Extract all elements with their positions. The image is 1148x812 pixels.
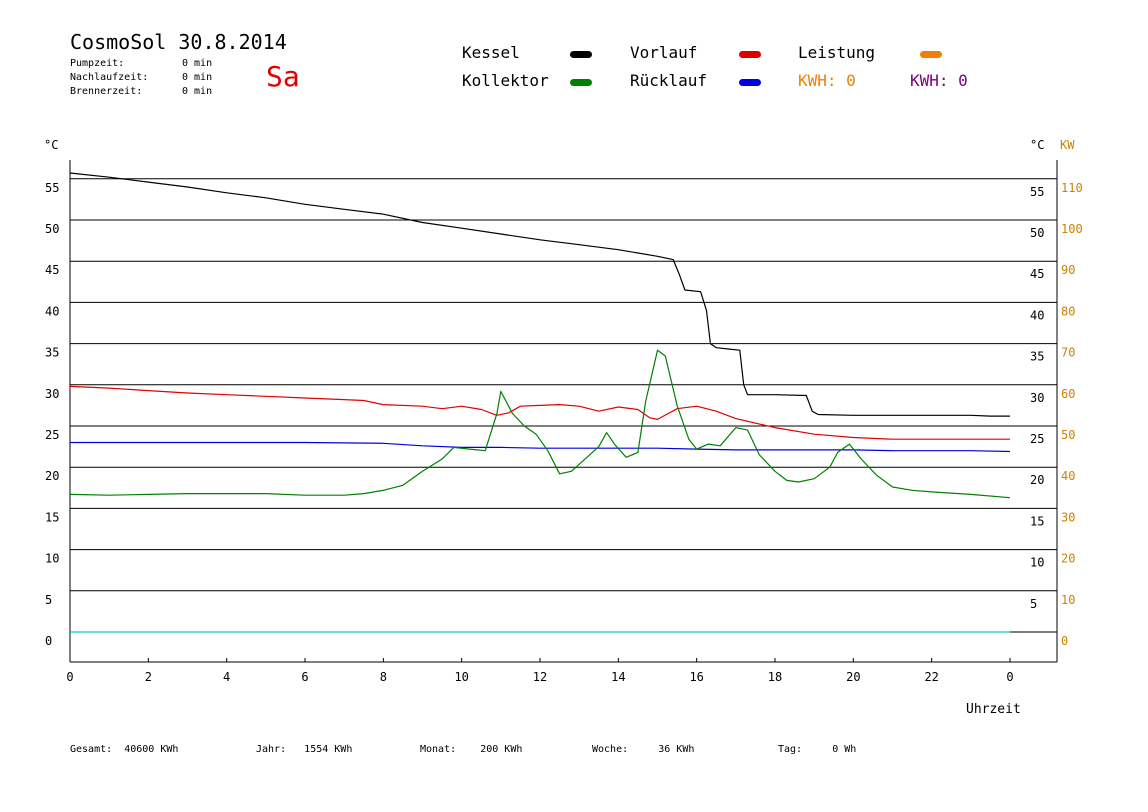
info-pumpzeit: Pumpzeit: 0 min — [70, 58, 220, 69]
kw-tick-label: 20 — [1061, 552, 1075, 566]
footer-value: 200 KWh — [480, 744, 523, 755]
y-tick-label-right: 35 — [1030, 350, 1044, 364]
kw-tick-label: 100 — [1061, 222, 1083, 236]
series-line-kessel — [69, 172, 1010, 417]
x-tick-label: 2 — [145, 670, 152, 684]
y-tick-label-right: 55 — [1030, 185, 1044, 199]
y-tick-label-left: 45 — [45, 263, 59, 277]
weekday-label: Sa — [266, 60, 300, 93]
y-tick-label-right: 50 — [1030, 226, 1044, 240]
y-tick-label-right: 5 — [1030, 597, 1037, 611]
x-axis-label: Uhrzeit — [966, 702, 1021, 717]
kw-tick-label: 70 — [1061, 346, 1075, 360]
kw-tick-label: 40 — [1061, 469, 1075, 483]
legend-kollektor-swatch — [570, 79, 592, 86]
legend-vorlauf-swatch — [739, 51, 761, 58]
x-tick-label: 8 — [380, 670, 387, 684]
footer-value: 0 Wh — [832, 744, 857, 755]
y-tick-label-left: 20 — [45, 469, 59, 483]
info-value: 0 min — [182, 58, 213, 69]
kw-tick-label: 50 — [1061, 428, 1075, 442]
info-label: Nachlaufzeit: — [70, 72, 149, 83]
info-brennerzeit: Brennerzeit: 0 min — [70, 86, 220, 97]
x-tick-label: 22 — [924, 670, 938, 684]
y-axis-left-unit: °C — [44, 138, 59, 152]
kw-tick-label: 10 — [1061, 593, 1075, 607]
kw-tick-label: 110 — [1061, 181, 1083, 195]
legend-kessel-label: Kessel — [462, 43, 520, 62]
legend-leistung-swatch — [920, 51, 942, 58]
footer-label: Monat: — [420, 744, 457, 755]
x-tick-label: 14 — [611, 670, 625, 684]
footer-value: 40600 KWh — [124, 744, 179, 755]
legend-kollektor-label: Kollektor — [462, 71, 549, 90]
y-tick-label-left: 55 — [45, 181, 59, 195]
footer-label: Gesamt: — [70, 744, 113, 755]
series-line-kollektor — [69, 349, 1011, 499]
y-tick-label-right: 10 — [1030, 556, 1044, 570]
legend-vorlauf-label: Vorlauf — [630, 43, 698, 62]
footer-value: 36 KWh — [658, 744, 695, 755]
y-tick-label-right: 25 — [1030, 432, 1044, 446]
info-value: 0 min — [182, 86, 213, 97]
series-line-rcklauf — [70, 441, 1011, 453]
x-tick-label: 16 — [689, 670, 703, 684]
y-tick-label-left: 15 — [45, 510, 59, 524]
footer-value: 1554 KWh — [304, 744, 353, 755]
y-tick-label-left: 50 — [45, 222, 59, 236]
footer-gesamt: Gesamt: 40600 KWh — [70, 744, 178, 755]
legend-kwh-purple: KWH: 0 — [910, 71, 968, 90]
footer-tag: Tag: 0 Wh — [778, 744, 856, 755]
y-tick-label-right: 15 — [1030, 514, 1044, 528]
info-label: Brennerzeit: — [70, 86, 143, 97]
y-axis-right-unit: °C — [1030, 138, 1045, 152]
footer-label: Woche: — [592, 744, 629, 755]
footer-jahr: Jahr: 1554 KWh — [256, 744, 352, 755]
x-tick-label: 0 — [1006, 670, 1013, 684]
series-line-vorlauf — [69, 385, 1010, 440]
x-tick-label: 10 — [454, 670, 468, 684]
x-tick-label: 6 — [301, 670, 308, 684]
legend-kwh-orange: KWH: 0 — [798, 71, 856, 90]
chart-title: CosmoSol 30.8.2014 — [70, 30, 287, 54]
info-label: Pumpzeit: — [70, 58, 125, 69]
legend-ruecklauf-label: Rücklauf — [630, 71, 708, 90]
kw-tick-label: 30 — [1061, 510, 1075, 524]
x-tick-label: 0 — [66, 670, 73, 684]
info-value: 0 min — [182, 72, 213, 83]
info-nachlaufzeit: Nachlaufzeit: 0 min — [70, 72, 220, 83]
footer-label: Tag: — [778, 744, 803, 755]
x-tick-label: 12 — [533, 670, 547, 684]
y-axis-kw-unit: KW — [1060, 138, 1075, 152]
x-tick-label: 18 — [768, 670, 782, 684]
y-tick-label-left: 35 — [45, 346, 59, 360]
kw-tick-label: 80 — [1061, 304, 1075, 318]
y-tick-label-right: 45 — [1030, 267, 1044, 281]
y-tick-label-right: 30 — [1030, 391, 1044, 405]
kw-tick-label: 90 — [1061, 263, 1075, 277]
footer-label: Jahr: — [256, 744, 287, 755]
x-tick-label: 20 — [846, 670, 860, 684]
legend-kessel-swatch — [570, 51, 592, 58]
y-tick-label-left: 40 — [45, 304, 59, 318]
x-tick-label: 4 — [223, 670, 230, 684]
kw-tick-label: 0 — [1061, 634, 1068, 648]
y-tick-label-left: 30 — [45, 387, 59, 401]
y-tick-label-left: 5 — [45, 593, 52, 607]
y-tick-label-left: 10 — [45, 552, 59, 566]
footer-monat: Monat: 200 KWh — [420, 744, 522, 755]
y-tick-label-right: 40 — [1030, 308, 1044, 322]
y-tick-label-left: 0 — [45, 634, 52, 648]
y-tick-label-left: 25 — [45, 428, 59, 442]
y-tick-label-right: 20 — [1030, 473, 1044, 487]
footer-woche: Woche: 36 KWh — [592, 744, 694, 755]
legend-ruecklauf-swatch — [739, 79, 761, 86]
legend-leistung-label: Leistung — [798, 43, 876, 62]
kw-tick-label: 60 — [1061, 387, 1075, 401]
